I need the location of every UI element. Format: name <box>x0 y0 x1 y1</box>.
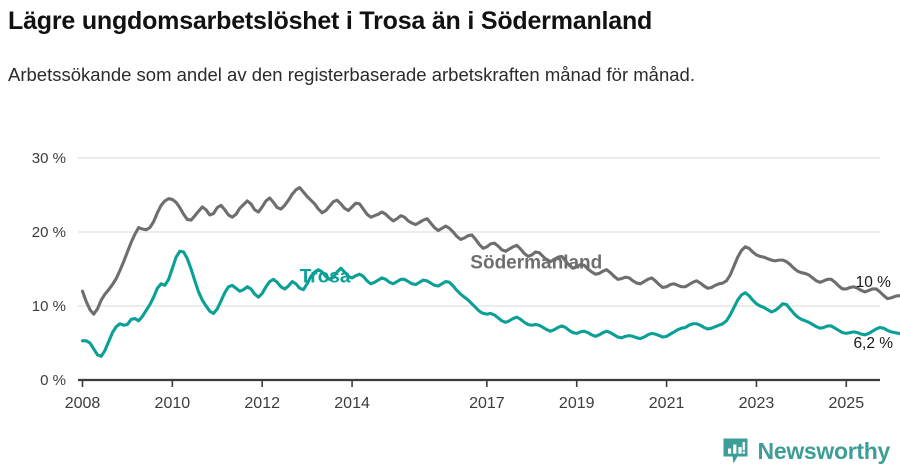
x-axis-tick-label: 2010 <box>155 395 191 412</box>
series-line-södermanland <box>80 186 900 316</box>
y-axis-tick-label: 30 % <box>32 150 66 167</box>
x-axis-tick-label: 2012 <box>244 395 280 412</box>
x-axis-tick-label: 2021 <box>649 395 685 412</box>
line-chart: 0 % 10 % 20 % 30 % 2008 2010 2012 2014 2017 2019 2… <box>32 150 900 412</box>
brand-footer: Newsworthy <box>722 436 890 466</box>
annotation-label: 10 % <box>856 274 892 291</box>
page-title: Lägre ungdomsarbetslöshet i Trosa än i S… <box>8 7 653 35</box>
x-axis-tick-label: 2023 <box>739 395 775 412</box>
y-axis-tick-label: 0 % <box>40 372 66 389</box>
newsworthy-logo-icon <box>723 438 748 464</box>
x-axis-tick-label: 2017 <box>469 395 505 412</box>
x-axis-tick-label: 2014 <box>334 395 370 412</box>
x-axis-tick-label: 2008 <box>65 395 101 412</box>
y-axis-tick-label: 20 % <box>32 224 66 241</box>
x-axis-tick-label: 2025 <box>829 395 865 412</box>
brand-name: Newsworthy <box>757 437 891 464</box>
chart-plot-area: 0 % 10 % 20 % 30 % 2008 2010 2012 2014 2017 2019 2… <box>0 140 900 415</box>
annotation-label: Trosa <box>300 266 351 287</box>
y-axis-tick-label: 10 % <box>32 298 66 315</box>
annotation-label: 6,2 % <box>853 335 893 352</box>
annotation-label: Södermanland <box>470 252 602 273</box>
chart-subtitle: Arbetssökande som andel av den registerb… <box>8 64 695 85</box>
x-axis-tick-label: 2019 <box>559 395 595 412</box>
series-line-trosa <box>80 249 900 358</box>
